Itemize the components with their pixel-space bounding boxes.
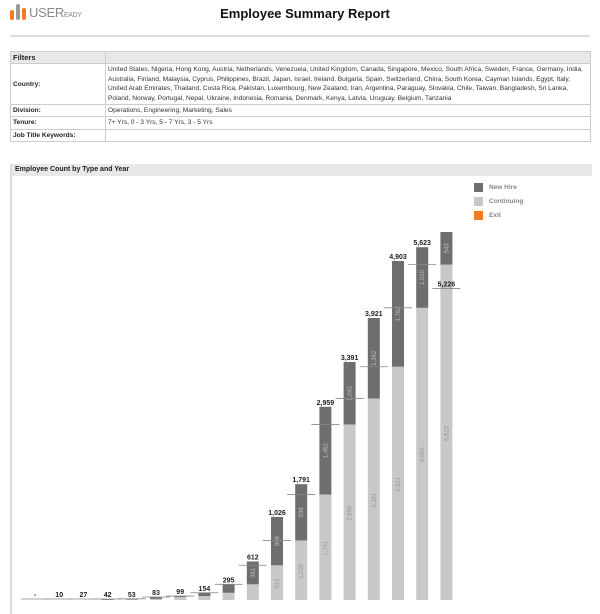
bar-new-hire-label: 938 [299,507,305,518]
filter-row-job-title: Job Title Keywords: [10,128,591,143]
bar-continuing [367,398,380,600]
bar-new-hire-label: 1,010 [420,269,426,285]
bar-new-hire [246,561,259,585]
legend-new-hire: New Hire [474,183,517,192]
bar-new-hire [295,484,308,541]
total-label: 27 [80,592,88,599]
filter-value: United States, Nigeria, Hong Kong, Austr… [105,63,591,106]
bar-continuing [295,540,308,600]
bar-continuing-label: 3,391 [372,492,378,508]
filter-row-country: Country: United States, Nigeria, Hong Kon… [10,63,591,106]
filter-row-tenure: Tenure: 7+ Yrs, 0 - 3 Yrs, 5 - 7 Yrs, 3 -… [10,116,591,130]
total-label: 612 [247,554,259,561]
total-label: 5,226 [438,281,456,288]
filters-table: Filters Country: United States, Nigeria, … [10,50,591,143]
total-label: 1,791 [292,477,310,484]
bar-continuing-label: 1,791 [323,540,329,556]
bar-new-hire [343,362,356,425]
bar-continuing-label: 5,623 [444,425,450,441]
divider [10,35,590,37]
bar-continuing [416,307,429,600]
total-label: 1,026 [268,510,286,517]
logo-text: USEREADY [29,5,82,20]
bar-continuing [343,424,356,600]
bar-continuing [150,598,162,600]
bar-new-hire [416,247,429,308]
bar-new-hire-label: 1,462 [323,443,329,459]
bar-continuing-label: 3,921 [396,476,402,492]
total-label: - [34,592,37,599]
legend-swatch [474,197,483,206]
filter-row-division: Division: Operations, Engineering, Market… [10,104,591,118]
total-label: 99 [176,589,184,596]
page-title: Employee Summary Report [220,6,390,21]
bar-new-hire [367,318,380,399]
total-label: 10 [55,592,63,599]
total-label: 53 [128,592,136,599]
bar-new-hire [222,584,235,593]
userready-logo: USEREADY [10,4,82,20]
employee-count-chart: -10 27 42 53 83 99 1542953816126128061,0261,02… [21,232,461,600]
bar-new-hire-label: 1,342 [372,350,378,366]
total-label: 5,623 [413,240,431,247]
legend-swatch [474,211,483,220]
bar-continuing [246,584,259,600]
bar-new-hire-label: 543 [444,243,450,254]
bar-new-hire [440,232,453,265]
bar-new-hire-label: 1,762 [396,306,402,322]
bar-continuing-label: 2,959 [348,505,354,521]
total-label: 4,903 [389,254,407,261]
bar-new-hire-label: 1,041 [348,385,354,401]
bar-new-hire [150,597,162,599]
legend-continuing: Continuing [474,197,523,206]
filters-heading: Filters [10,50,106,65]
bar-continuing [222,592,235,600]
total-label: 3,921 [365,311,383,318]
logo-mark-icon [10,4,26,20]
bar-new-hire [319,406,332,495]
chart-panel: Employee Count by Type and Year [10,164,592,614]
bar-new-hire [174,596,187,598]
chart-title: Employee Count by Type and Year [12,164,592,176]
filter-value [105,128,591,143]
bar-new-hire [198,592,211,597]
bar-continuing-label: 1,026 [299,563,305,579]
bar-continuing [271,565,283,600]
bar-continuing-label: 4,903 [420,447,426,463]
bar-continuing-label: 612 [275,578,281,589]
filter-value: Operations, Engineering, Marketing, Sale… [105,104,591,118]
legend-exit: Exit [474,211,501,220]
bar-continuing [392,366,404,600]
bar-continuing [198,596,211,600]
total-label: 2,959 [317,400,335,407]
bar-new-hire [271,516,283,566]
bar-new-hire-label: 381 [251,567,257,578]
legend-swatch [474,183,483,192]
total-label: 154 [199,586,211,593]
total-label: 42 [104,592,112,599]
bar-continuing [319,494,332,600]
bar-continuing [174,597,187,600]
filter-label: Division: [10,104,106,118]
total-label: 3,391 [341,355,359,362]
bar-new-hire [392,261,404,367]
total-label: 295 [223,577,235,584]
total-label: 83 [152,590,160,597]
bar-continuing [440,264,453,600]
